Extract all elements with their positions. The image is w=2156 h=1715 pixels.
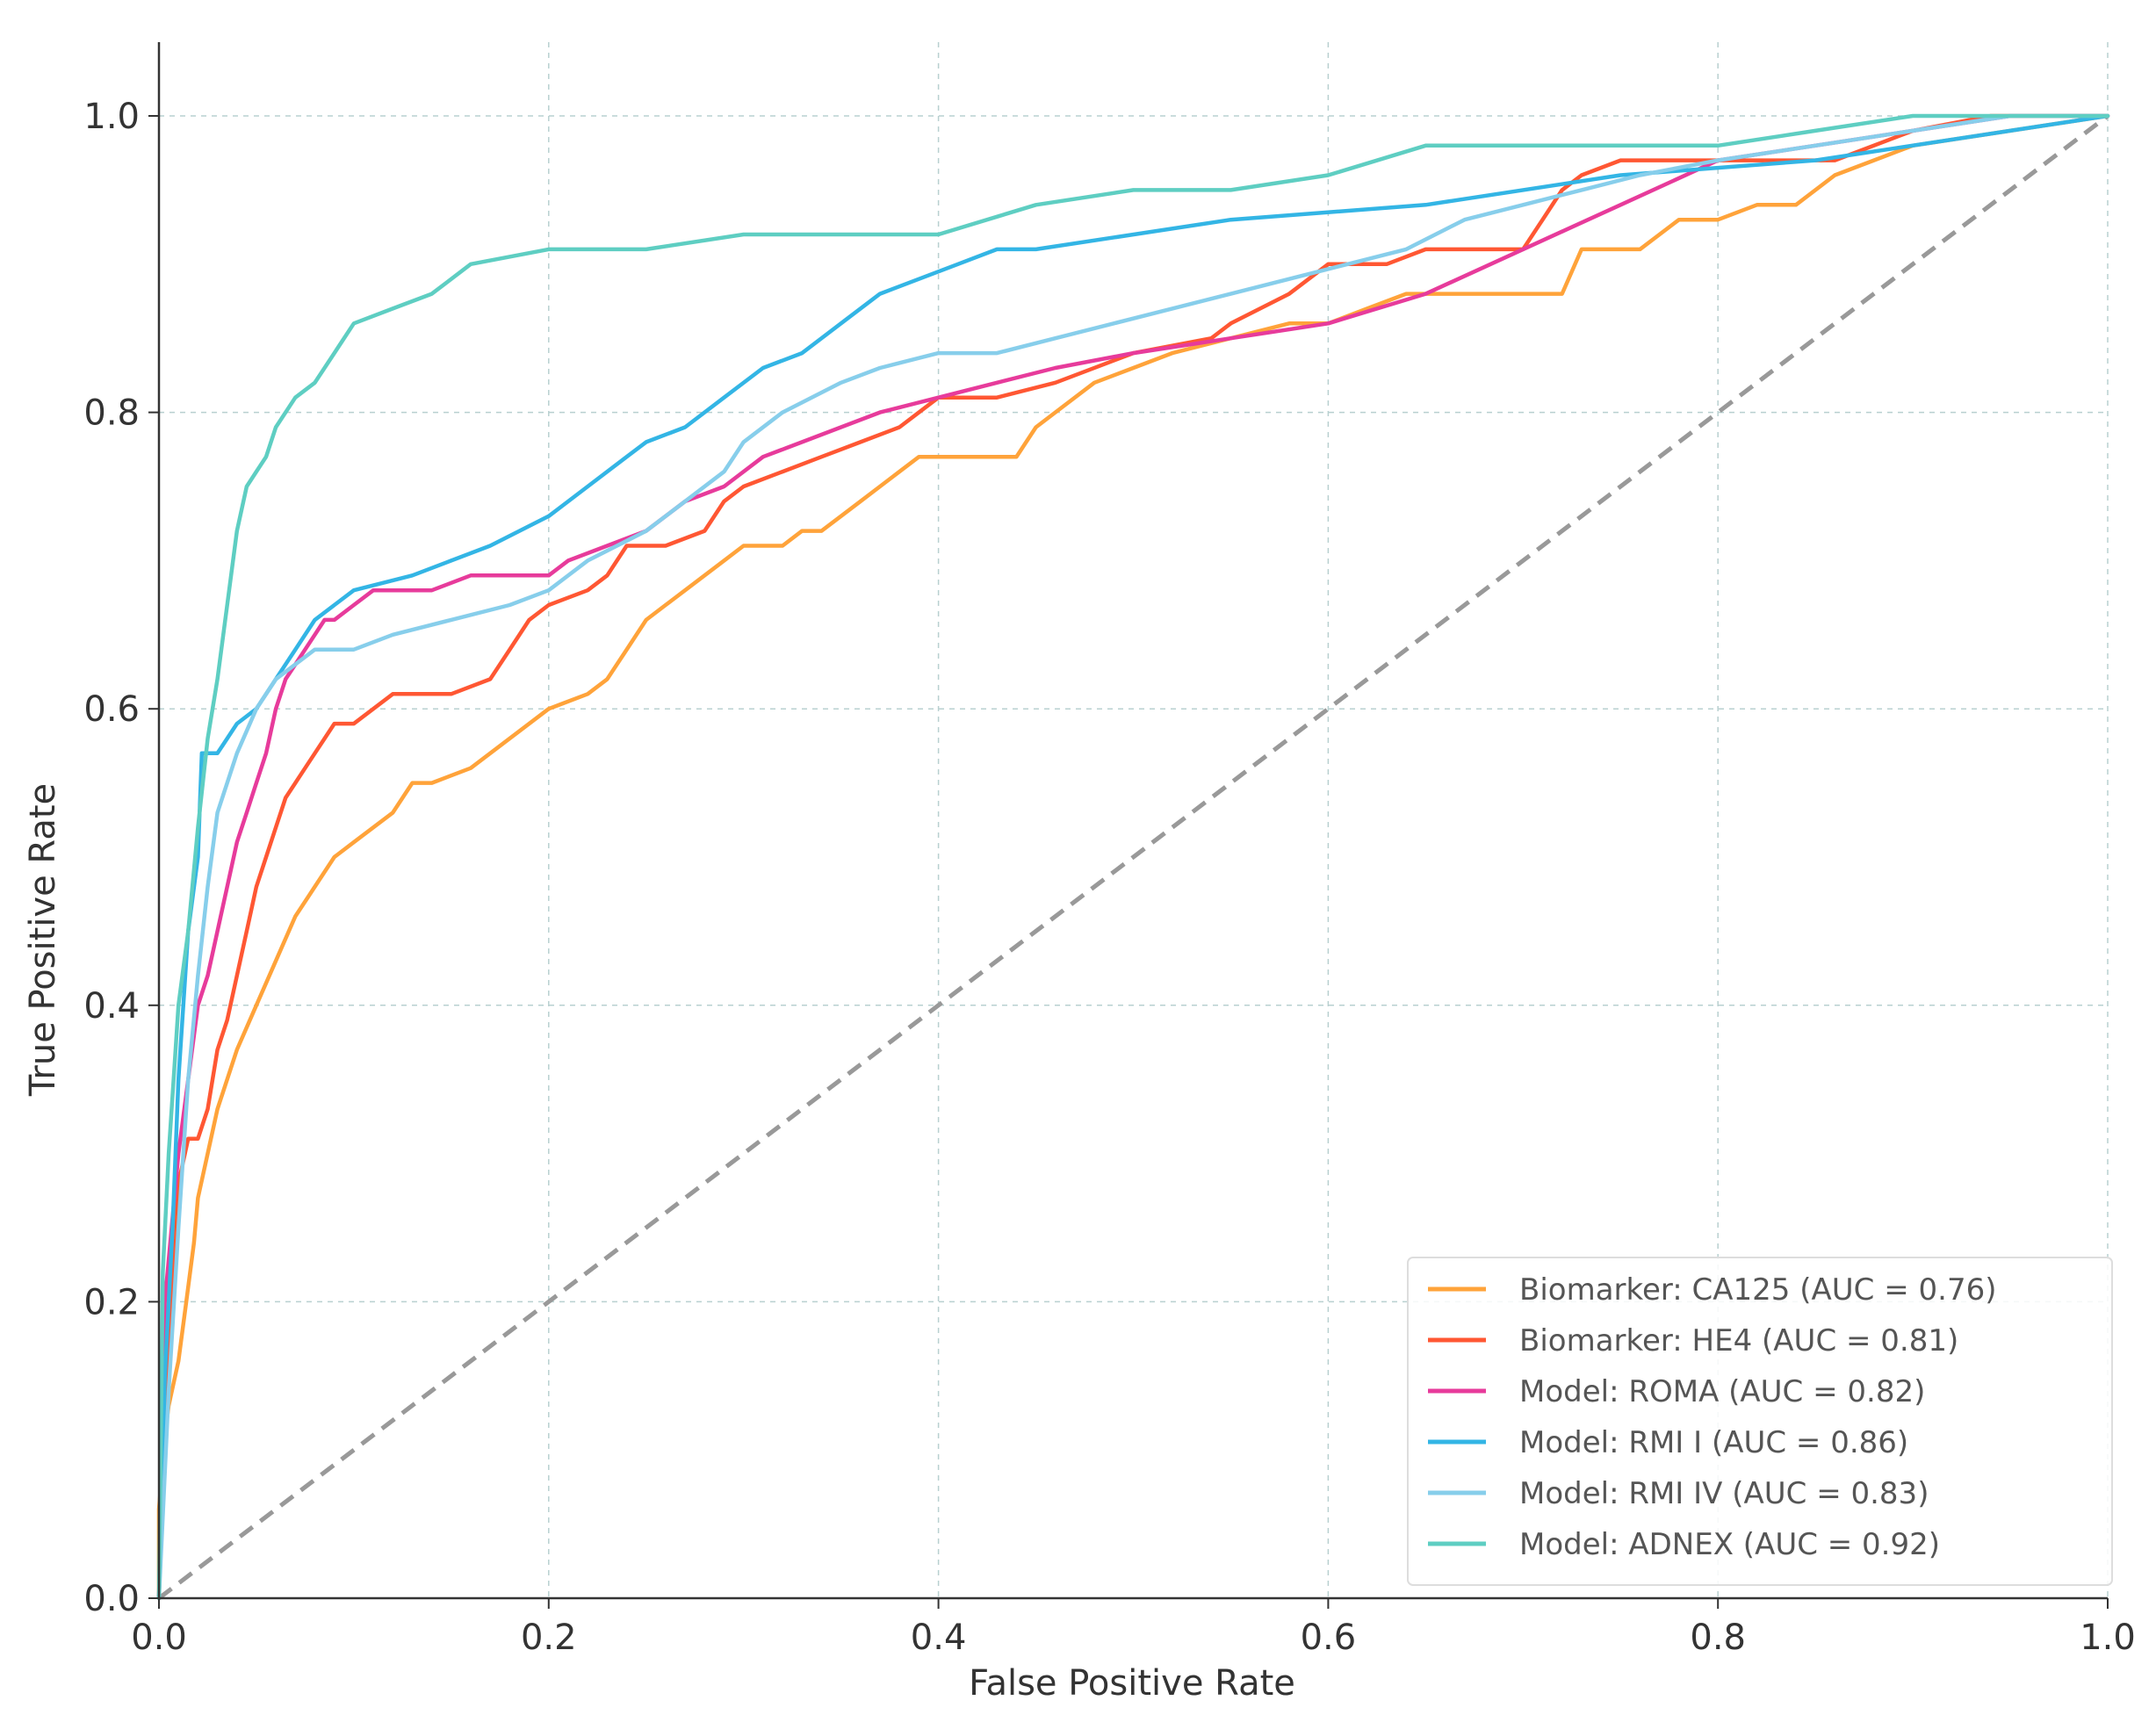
y-tick-label: 0.2 [83,1282,140,1322]
series-line-6 [156,113,2110,1601]
x-tick-label: 0.8 [1690,1618,1746,1658]
y-tick-label: 0.8 [83,393,140,434]
tick-labels: 0.0 0.2 0.4 0.6 0.8 1.0 0.0 0.2 0.4 0.6 0.8 1.0 [83,97,2135,1658]
legend: Biomarker: CA125 (AUC = 0.76) Biomarker: … [1407,1257,2113,1586]
y-axis-label: True Positive Rate [23,783,63,1097]
y-tick-label: 1.0 [83,97,140,137]
x-tick-label: 0.6 [1301,1618,1357,1658]
legend-box [1407,1257,2113,1586]
axes [148,42,2109,1609]
series-line-4 [156,113,2110,1601]
series-line-1 [156,113,2110,1601]
legend-label-2: Biomarker: HE4 (AUC = 0.81) [1519,1323,1958,1358]
y-tick-label: 0.4 [83,986,140,1027]
x-axis-label: False Positive Rate [969,1663,1295,1704]
legend-label-5: Model: RMI IV (AUC = 0.83) [1519,1476,1929,1511]
legend-label-1: Biomarker: CA125 (AUC = 0.76) [1519,1272,1996,1308]
y-tick-label: 0.0 [83,1579,140,1619]
chance-diagonal-line [157,114,2109,1600]
series-group [156,113,2110,1601]
legend-label-6: Model: ADNEX (AUC = 0.92) [1519,1527,1940,1562]
x-tick-label: 0.4 [911,1618,967,1658]
series-line-5 [156,113,2110,1601]
legend-label-3: Model: ROMA (AUC = 0.82) [1519,1374,1925,1409]
x-tick-label: 0.0 [131,1618,187,1658]
reference-line-group [157,114,2109,1600]
legend-label-4: Model: RMI I (AUC = 0.86) [1519,1425,1908,1460]
y-tick-label: 0.6 [83,689,140,730]
x-tick-label: 0.2 [521,1618,577,1658]
series-line-3 [156,113,2110,1601]
x-tick-label: 1.0 [2080,1618,2136,1658]
